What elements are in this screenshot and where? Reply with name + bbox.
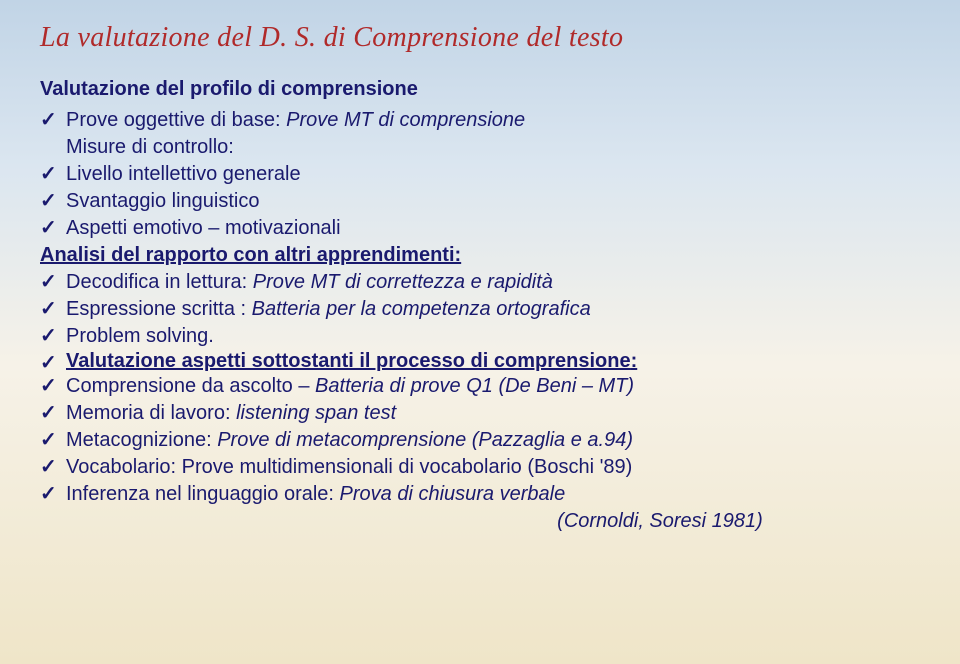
section2-line3: Problem solving. <box>40 323 920 350</box>
heading-text: Analisi del rapporto con altri apprendim… <box>40 244 461 266</box>
heading-text: Valutazione aspetti sottostanti il proce… <box>66 350 631 372</box>
text-em: listening span test <box>236 402 396 424</box>
section3-line5: Inferenza nel linguaggio orale: Prova di… <box>40 481 920 508</box>
text-em: Batteria per la competenza ortografica <box>252 298 591 320</box>
section1-line2: Misure di controllo: <box>40 134 920 161</box>
section3-line1: Comprensione da ascolto – Batteria di pr… <box>40 373 920 400</box>
section3-line3: Metacognizione: Prove di metacomprension… <box>40 427 920 454</box>
section3-line4: Vocabolario: Prove multidimensionali di … <box>40 454 920 481</box>
text: Espressione scritta : <box>66 298 252 320</box>
section2-heading: Analisi del rapporto con altri apprendim… <box>40 242 920 269</box>
section3-heading: Valutazione aspetti sottostanti il proce… <box>40 350 920 373</box>
text: Comprensione da ascolto – <box>66 375 315 397</box>
text: Metacognizione: <box>66 429 217 451</box>
text-em: Prove MT di comprensione <box>286 109 525 131</box>
text: Memoria di lavoro: <box>66 402 236 424</box>
slide-container: La valutazione del D. S. di Comprensione… <box>0 0 960 664</box>
text: Decodifica in lettura: <box>66 271 253 293</box>
section3-line2: Memoria di lavoro: listening span test <box>40 400 920 427</box>
text-em: Prove MT di correttezza e rapidità <box>253 271 553 293</box>
section3-line6: (Cornoldi, Soresi 1981) <box>400 508 920 535</box>
section1-line1: Prove oggettive di base: Prove MT di com… <box>40 107 920 134</box>
section1-heading: Valutazione del profilo di comprensione <box>40 78 920 101</box>
text-em: Prova di chiusura verbale <box>340 483 566 505</box>
section1-line4: Svantaggio linguistico <box>40 188 920 215</box>
section1-line3: Livello intellettivo generale <box>40 161 920 188</box>
text-em: Prove di metacomprensione (Pazzaglia e a… <box>217 429 633 451</box>
text: Prove oggettive di base: <box>66 109 286 131</box>
section1-line5: Aspetti emotivo – motivazionali <box>40 215 920 242</box>
section2-line2: Espressione scritta : Batteria per la co… <box>40 296 920 323</box>
text-em: Batteria di prove Q1 (De Beni – MT) <box>315 375 634 397</box>
text: Inferenza nel linguaggio orale: <box>66 483 340 505</box>
section2-line1: Decodifica in lettura: Prove MT di corre… <box>40 269 920 296</box>
text-em: (Cornoldi, Soresi 1981) <box>557 510 763 532</box>
slide-title: La valutazione del D. S. di Comprensione… <box>40 22 920 54</box>
